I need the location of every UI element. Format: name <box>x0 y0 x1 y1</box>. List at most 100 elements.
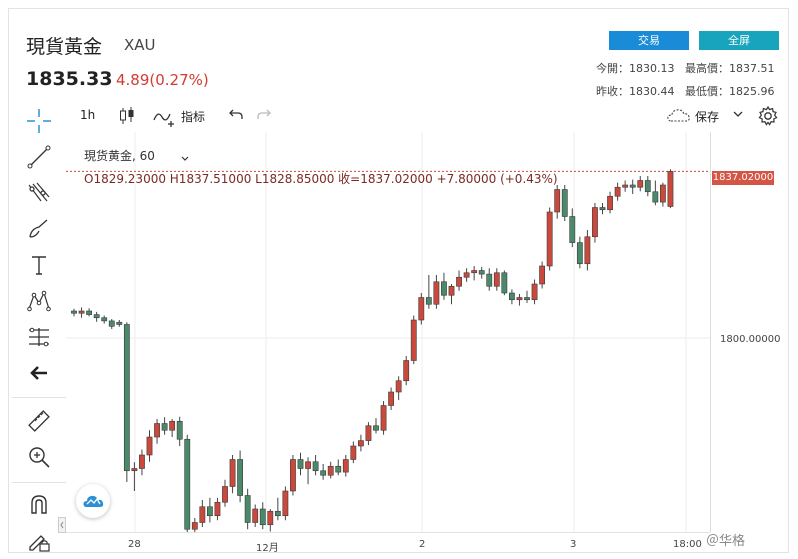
candle <box>395 376 402 401</box>
time-axis[interactable]: 28 12月 2 3 18:00 <box>66 532 710 555</box>
candle <box>108 319 115 329</box>
crosshair-tool-icon[interactable] <box>26 108 52 134</box>
candle-body <box>342 459 349 473</box>
candle <box>441 272 447 300</box>
candle-body <box>441 281 447 296</box>
candle <box>644 176 651 197</box>
widget-frame <box>8 8 789 553</box>
candle <box>169 419 176 437</box>
chart-legend-title[interactable]: 現货黄金, 60 <box>84 149 155 163</box>
candle-style-icon[interactable] <box>118 106 136 124</box>
candle-body <box>395 380 402 393</box>
candle <box>493 268 500 291</box>
candle <box>516 293 523 306</box>
candle <box>403 356 410 386</box>
candle-body <box>486 273 493 287</box>
candle <box>131 462 138 491</box>
candle <box>93 311 100 322</box>
candle <box>252 504 259 527</box>
candle-body <box>116 321 123 325</box>
candle-body <box>229 459 236 487</box>
candle <box>199 500 206 527</box>
candle-body <box>561 189 568 217</box>
candle-body <box>267 510 274 526</box>
candle-body <box>652 191 659 203</box>
candle <box>78 307 85 318</box>
lock-pencil-icon[interactable] <box>26 528 52 554</box>
candle-body <box>614 186 621 197</box>
candle-body <box>78 310 85 314</box>
candle-body <box>161 423 168 431</box>
redo-icon[interactable] <box>256 107 272 125</box>
candle <box>448 284 455 305</box>
prediction-tool-icon[interactable] <box>26 324 52 350</box>
time-label: 3 <box>570 539 577 550</box>
candle <box>290 455 296 496</box>
candle <box>305 457 311 485</box>
candle <box>524 290 530 303</box>
candle-body <box>335 465 342 473</box>
candle-body <box>357 440 364 447</box>
chart-canvas[interactable] <box>66 132 710 539</box>
candle <box>267 509 274 532</box>
sidebar-divider <box>12 397 66 398</box>
candle <box>614 182 621 201</box>
candle <box>380 401 387 435</box>
magnet-icon[interactable] <box>26 492 52 518</box>
candlestick-chart[interactable] <box>66 132 710 539</box>
candle-body <box>425 297 432 305</box>
indicators-icon[interactable] <box>152 106 178 127</box>
trend-line-tool-icon[interactable] <box>26 144 52 170</box>
candle-body <box>327 465 334 476</box>
candle <box>342 455 349 477</box>
back-arrow-icon[interactable] <box>26 360 52 386</box>
ruler-icon[interactable] <box>26 408 52 434</box>
candle-body <box>123 324 130 472</box>
text-tool-icon[interactable] <box>26 252 52 278</box>
candle <box>320 464 327 480</box>
candle <box>622 180 629 192</box>
candle-body <box>290 459 296 492</box>
candle-body <box>207 506 213 517</box>
candle-body <box>531 283 538 301</box>
candle-body <box>169 420 176 431</box>
fib-tool-icon[interactable] <box>26 180 52 206</box>
candle <box>637 176 644 192</box>
trade-button[interactable]: 交易 <box>609 31 689 50</box>
brush-tool-icon[interactable] <box>26 216 52 242</box>
zoom-in-icon[interactable] <box>26 444 52 470</box>
candle <box>229 455 236 494</box>
chevron-down-icon[interactable] <box>733 107 743 125</box>
save-button[interactable]: 保存 <box>695 110 720 124</box>
legend-chevron-down-icon[interactable] <box>180 149 190 168</box>
candle-body <box>667 171 674 207</box>
candle-body <box>456 276 462 287</box>
candle-body <box>501 272 508 294</box>
cloud-save-icon[interactable] <box>665 107 691 125</box>
price-axis[interactable] <box>710 132 791 532</box>
candle <box>176 416 183 446</box>
price-axis-label: 1800.00000 <box>720 334 781 345</box>
candle-body <box>373 425 379 431</box>
candle-body <box>214 501 221 517</box>
candle-body <box>592 207 598 238</box>
stat-prev-close: 昨收：1830.44 <box>596 85 675 98</box>
candle-body <box>237 459 243 496</box>
settings-gear-icon[interactable] <box>757 105 779 126</box>
candle-body <box>448 285 455 296</box>
candle <box>350 441 357 464</box>
pattern-tool-icon[interactable] <box>26 288 52 314</box>
candle <box>652 180 659 206</box>
candle <box>259 502 266 530</box>
candle-body <box>599 207 606 211</box>
cloud-logo-icon[interactable] <box>76 484 110 518</box>
sidebar-collapse-toggle[interactable] <box>58 517 66 533</box>
candle <box>237 450 243 503</box>
indicators-button[interactable]: 指标 <box>181 110 206 124</box>
undo-icon[interactable] <box>228 107 244 125</box>
interval-selector[interactable]: 1h <box>80 108 96 122</box>
candle <box>607 191 613 214</box>
candle <box>373 418 379 434</box>
candle-body <box>644 180 651 193</box>
fullscreen-button[interactable]: 全屏 <box>699 31 779 50</box>
